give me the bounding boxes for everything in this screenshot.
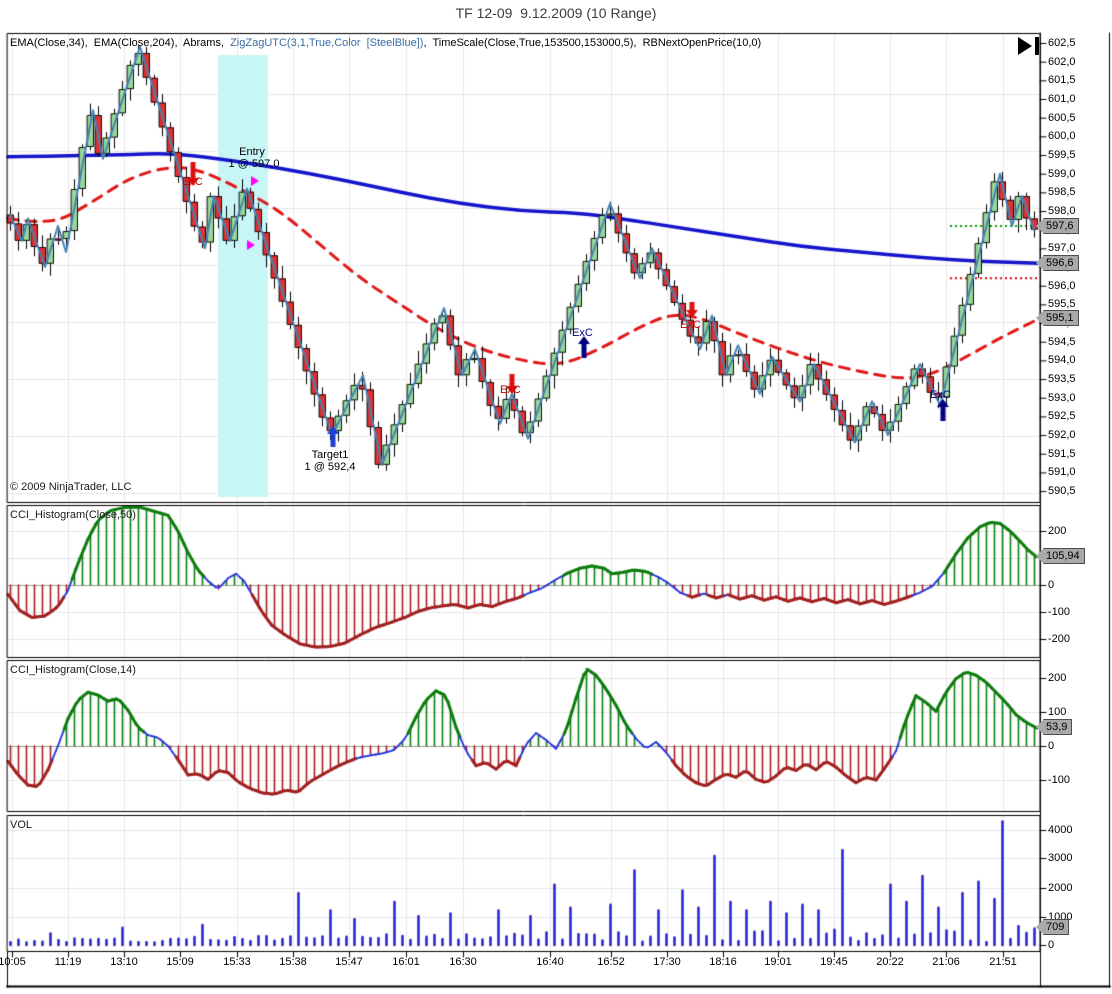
vol-panel-label: VOL [10,819,33,831]
time-axis-label[interactable]: 11:19 [54,956,82,968]
cci14-value-badge: 53,9 [1035,719,1073,735]
cci14-tick-label[interactable]: -100 [1048,774,1071,786]
price-tick-label[interactable]: 601,0 [1048,93,1076,105]
trade-annotation-label: ExC [930,389,951,401]
price-tick-label[interactable]: 599,0 [1048,167,1076,180]
vol-value-badge: 709 [1035,919,1070,935]
cci14-tick-label[interactable]: 100 [1048,706,1067,718]
time-axis-label[interactable]: 18:16 [709,956,737,968]
vol-tick-label[interactable]: 2000 [1048,882,1073,894]
time-axis-label[interactable]: 16:30 [449,956,477,968]
price-tick-label[interactable]: 594,5 [1048,335,1076,348]
time-axis-label[interactable]: 17:30 [653,956,681,968]
price-tick-label[interactable]: 600,5 [1048,111,1076,124]
time-axis-label[interactable]: 19:45 [820,956,848,968]
cci50-tick-label[interactable]: 0 [1048,579,1055,591]
trade-annotation-label: ExC [680,319,701,331]
time-axis-label[interactable]: 15:09 [166,956,194,968]
vol-tick-label[interactable]: 4000 [1048,824,1073,836]
price-tick-label[interactable]: 596,0 [1048,279,1076,292]
entry-label: Entry [239,146,265,158]
price-tick-label[interactable]: 594,0 [1048,354,1076,367]
time-axis-label[interactable]: 13:10 [110,956,138,968]
price-tick-label[interactable]: 602,5 [1048,37,1076,49]
trade-annotation-label: ExC [572,327,593,339]
price-tick-label[interactable]: 591,0 [1048,466,1076,479]
indicator-label-suffix: , TimeScale(Close,True,153500,153000,5),… [423,37,762,49]
price-tick-label[interactable]: 593,5 [1048,373,1076,386]
vol-tick-label[interactable]: 3000 [1048,852,1073,864]
price-tick-label[interactable]: 600,0 [1048,130,1076,143]
copyright-text: © 2009 NinjaTrader, LLC [10,481,132,493]
price-tick-label[interactable]: 595,5 [1048,298,1076,311]
price-tick-label[interactable]: 597,0 [1048,242,1076,255]
indicator-parameters-label: EMA(Close,34), EMA(Close,204), Abrams, Z… [10,37,761,49]
cci50-tick-label[interactable]: -200 [1048,633,1071,645]
indicator-label-zigzag: ZigZagUTC(3,1,True,Color [SteelBlue]) [230,37,424,49]
price-tick-label[interactable]: 593,0 [1048,391,1076,404]
price-tick-label[interactable]: 602,0 [1048,55,1076,68]
price-tick-label[interactable]: 599,5 [1048,149,1076,162]
time-axis-label[interactable]: 16:40 [536,956,564,968]
time-axis-label[interactable]: 15:47 [335,956,363,968]
page-title: TF 12-09 9.12.2009 (10 Range) [455,5,657,21]
trade-annotation-label: 1 @ 592,4 [304,461,356,473]
time-axis-label[interactable]: 15:33 [223,956,251,968]
time-axis-label[interactable]: 21:06 [932,956,960,968]
price-tick-label[interactable]: 592,5 [1048,410,1076,423]
cci50-tick-label[interactable]: -100 [1048,606,1071,618]
price-tick-label[interactable]: 598,5 [1048,186,1076,199]
time-axis-label[interactable]: 21:51 [989,956,1017,968]
indicator-label-prefix: EMA(Close,34), EMA(Close,204), Abrams, [10,37,231,49]
cci14-panel-label: CCI_Histogram(Close,14) [10,664,136,676]
trade-annotation-label: 1 @ 597,0 [228,158,280,170]
last-price-badge: 597,6 [1036,218,1079,234]
time-axis-label[interactable]: 16:01 [392,956,420,968]
last-price-badge: 595,1 [1036,310,1079,326]
time-axis-label[interactable]: 19:01 [764,956,792,968]
time-axis-label[interactable]: 16:52 [597,956,625,968]
go-to-last-bar-icon[interactable] [1016,35,1044,59]
price-tick-label[interactable]: 590,5 [1048,485,1076,498]
trade-annotation-label: ExC [500,384,521,396]
cci50-panel-label: CCI_Histogram(Close,50) [10,509,136,521]
last-price-badge: 596,6 [1036,255,1079,271]
price-tick-label[interactable]: 601,5 [1048,74,1076,87]
target-label: Target1 [311,449,349,461]
price-tick-label[interactable]: 591,5 [1048,447,1076,460]
price-tick-label[interactable]: 592,0 [1048,429,1076,442]
cci50-tick-label[interactable]: 200 [1048,525,1067,537]
trade-annotation-label: ExC [182,176,203,188]
cci14-tick-label[interactable]: 0 [1048,740,1055,752]
time-axis-label[interactable]: 15:38 [279,956,307,968]
cci50-value-badge: 105,94 [1036,548,1085,564]
vol-tick-label[interactable]: 0 [1048,939,1055,951]
time-axis-label[interactable]: 10:05 [0,956,26,968]
price-tick-label[interactable]: 598,0 [1048,205,1076,218]
cci14-tick-label[interactable]: 200 [1048,672,1067,684]
time-axis-label[interactable]: 20:22 [876,956,904,968]
